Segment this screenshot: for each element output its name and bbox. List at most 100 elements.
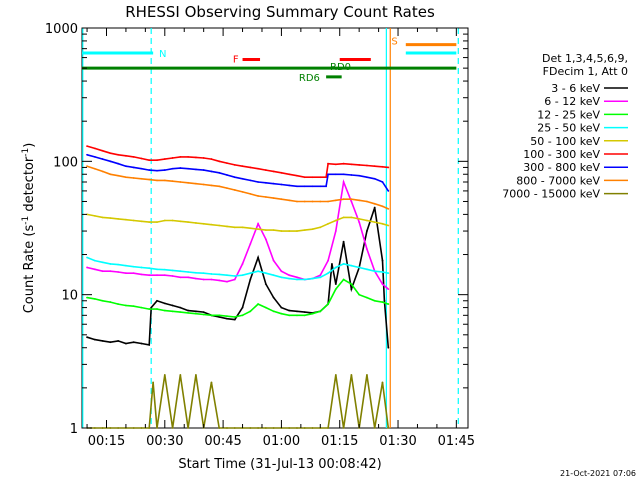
legend-entry-label: 12 - 25 keV: [537, 108, 600, 121]
data-point: [226, 225, 228, 228]
data-point: [257, 181, 259, 183]
data-point: [257, 167, 259, 170]
data-point: [187, 427, 190, 429]
data-point: [264, 427, 267, 429]
data-point: [187, 181, 190, 184]
data-point: [125, 342, 127, 345]
data-point: [194, 156, 197, 159]
data-point: [381, 271, 384, 273]
data-point: [148, 344, 151, 346]
data-point: [101, 261, 104, 264]
data-point: [272, 296, 275, 299]
data-point: [218, 314, 221, 317]
y-tick-label: 1: [70, 422, 78, 437]
data-point: [226, 427, 228, 429]
data-point: [319, 226, 322, 229]
data-point: [311, 427, 314, 429]
data-point: [156, 268, 158, 271]
data-point: [296, 310, 298, 313]
data-point: [187, 155, 190, 158]
legend-entry-label: 100 - 300 keV: [523, 148, 600, 161]
data-point: [202, 222, 205, 225]
data-point: [233, 275, 236, 277]
legend-entry-label: 800 - 7000 keV: [516, 174, 600, 187]
data-point: [381, 301, 384, 303]
data-point: [132, 219, 135, 222]
data-point: [366, 176, 368, 179]
series-line-8: [87, 374, 390, 429]
data-point: [327, 427, 329, 429]
data-point: [226, 274, 228, 277]
data-point: [311, 185, 314, 188]
data-point: [125, 272, 127, 275]
data-point: [194, 182, 197, 185]
y-tick-label: 100: [53, 155, 78, 170]
data-point: [117, 303, 120, 305]
data-point: [132, 272, 135, 275]
data-point: [233, 164, 236, 166]
data-point: [366, 230, 368, 232]
data-point: [210, 273, 213, 275]
ylabel-main: Count Rate (s: [22, 225, 37, 314]
data-point: [117, 427, 120, 429]
x-tick-label: 01:15: [321, 434, 358, 449]
data-point: [350, 288, 353, 291]
data-point: [218, 427, 221, 429]
data-point: [163, 268, 166, 271]
legend-entry-label: 6 - 12 keV: [544, 95, 600, 108]
data-point: [148, 267, 151, 270]
data-point: [109, 427, 112, 429]
data-point: [373, 206, 376, 209]
data-point: [319, 185, 322, 188]
data-point: [163, 158, 166, 160]
data-point: [109, 301, 112, 303]
data-point: [373, 177, 376, 180]
data-point: [210, 158, 213, 160]
data-point: [140, 342, 143, 345]
data-point: [264, 169, 267, 171]
data-point: [202, 272, 205, 275]
data-point: [350, 216, 353, 219]
data-point: [194, 222, 197, 224]
data-point: [350, 374, 353, 376]
data-point: [272, 170, 275, 173]
data-point: [288, 274, 291, 277]
data-point: [86, 153, 88, 156]
data-point: [280, 306, 283, 309]
data-point: [241, 263, 244, 265]
data-point: [249, 278, 252, 281]
data-point: [156, 299, 158, 302]
data-point: [233, 318, 236, 321]
flag-label-f: F: [233, 55, 239, 66]
data-point: [93, 147, 96, 150]
data-point: [366, 164, 368, 167]
data-point: [303, 200, 306, 203]
data-point: [202, 313, 205, 316]
data-point: [381, 165, 384, 168]
series-line-5: [86, 145, 389, 178]
data-point: [350, 264, 353, 267]
data-point: [109, 270, 112, 273]
data-point: [140, 266, 143, 269]
data-point: [148, 169, 151, 171]
x-tick-label: 01:30: [379, 434, 416, 449]
data-point: [280, 183, 283, 186]
data-point: [257, 303, 259, 305]
data-point: [350, 174, 353, 176]
data-point: [109, 341, 112, 344]
data-point: [334, 199, 337, 202]
data-point: [296, 314, 298, 317]
data-point: [163, 169, 166, 171]
ylabel-sup1: -1: [21, 216, 31, 225]
data-point: [334, 230, 337, 232]
data-point: [350, 283, 353, 286]
data-point: [117, 162, 120, 165]
data-point: [358, 221, 361, 224]
data-point: [171, 275, 174, 277]
data-point: [101, 158, 104, 160]
data-point: [280, 171, 283, 174]
data-point: [140, 177, 143, 180]
data-point: [156, 427, 158, 429]
data-point: [140, 167, 143, 170]
data-point: [163, 374, 166, 376]
